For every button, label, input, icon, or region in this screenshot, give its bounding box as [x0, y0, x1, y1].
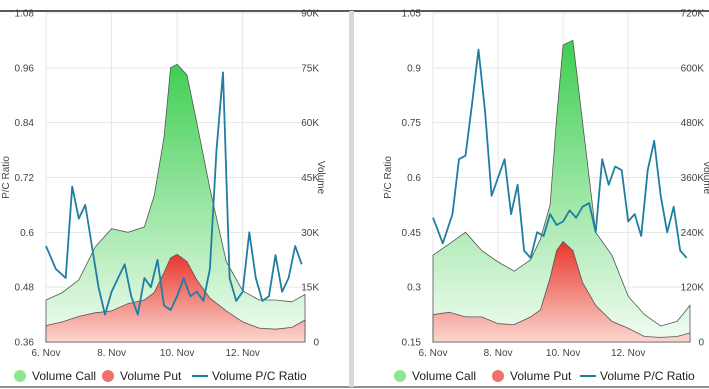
- legend-item-call[interactable]: Volume Call: [14, 369, 96, 383]
- x-tick-label: 6. Nov: [419, 348, 448, 359]
- y-left-tick-label: 0.96: [15, 63, 35, 74]
- legend-label: Volume Call: [32, 369, 96, 383]
- y-left-axis-title: P/C Ratio: [383, 156, 394, 199]
- legend-label: Volume P/C Ratio: [600, 369, 695, 383]
- legend-circle-icon: [394, 370, 406, 382]
- y-right-tick-label: 240K: [681, 228, 705, 239]
- chart-panel-right: 0.15 0 0.3 120K 0.45 240K 0.6 360K 0.75 480K 0.9 60…: [383, 9, 709, 384]
- y-right-axis-title: Volume: [701, 161, 709, 195]
- y-left-tick-label: 0.9: [407, 63, 421, 74]
- legend-item-put[interactable]: Volume Put: [102, 369, 182, 383]
- y-left-tick-label: 0.6: [407, 173, 421, 184]
- y-left-tick-label: 1.08: [15, 9, 35, 20]
- y-right-tick-label: 720K: [681, 9, 705, 20]
- y-left-axis-title: P/C Ratio: [1, 156, 12, 199]
- x-tick-label: 6. Nov: [32, 348, 61, 359]
- legend-item-put[interactable]: Volume Put: [492, 369, 572, 383]
- x-tick-label: 10. Nov: [160, 348, 194, 359]
- x-tick-label: 8. Nov: [97, 348, 126, 359]
- y-right-tick-label: 360K: [681, 173, 705, 184]
- series-area-volume-call: [432, 39, 691, 343]
- y-left-tick-label: 0.84: [15, 118, 35, 129]
- y-right-tick-label: 0: [313, 338, 319, 349]
- y-left-tick-label: 0.72: [15, 173, 35, 184]
- y-left-tick-label: 0.36: [15, 338, 35, 349]
- y-left-tick-label: 0.15: [402, 338, 422, 349]
- legend-circle-icon: [102, 370, 114, 382]
- y-right-tick-label: 480K: [681, 118, 705, 129]
- x-tick-label: 8. Nov: [484, 348, 513, 359]
- y-left-tick-label: 0.48: [15, 283, 35, 294]
- chart-panel-left: 0.36 0 0.48 15K 0.6 30K 0.72 45K 0.84 60K 0.96 75K 1…: [1, 9, 326, 384]
- legend-item-ratio[interactable]: Volume P/C Ratio: [192, 369, 307, 383]
- y-right-tick-label: 60K: [301, 118, 319, 129]
- y-left-tick-label: 0.45: [402, 228, 422, 239]
- y-left-tick-label: 0.6: [20, 228, 34, 239]
- legend-label: Volume Put: [120, 369, 182, 383]
- panel-divider: [349, 11, 354, 387]
- y-left-tick-label: 1.05: [402, 9, 422, 20]
- y-right-tick-label: 30K: [301, 228, 319, 239]
- legend-item-ratio[interactable]: Volume P/C Ratio: [580, 369, 695, 383]
- legend-item-call[interactable]: Volume Call: [394, 369, 476, 383]
- y-right-tick-label: 15K: [301, 283, 319, 294]
- y-right-axis-title: Volume: [315, 161, 326, 195]
- x-tick-label: 10. Nov: [546, 348, 580, 359]
- x-tick-label: 12. Nov: [611, 348, 645, 359]
- y-left-tick-label: 0.75: [402, 118, 422, 129]
- series-line-volume-pc-ratio: [432, 48, 688, 259]
- y-right-tick-label: 600K: [681, 63, 705, 74]
- y-right-tick-label: 120K: [681, 283, 705, 294]
- y-right-tick-label: 0: [698, 338, 704, 349]
- legend-label: Volume Put: [510, 369, 572, 383]
- y-right-tick-label: 75K: [301, 63, 319, 74]
- y-left-tick-label: 0.3: [407, 283, 421, 294]
- legend-circle-icon: [492, 370, 504, 382]
- y-right-tick-label: 90K: [301, 9, 319, 20]
- legend-label: Volume Call: [412, 369, 476, 383]
- y-right-tick-label: 45K: [301, 173, 319, 184]
- series-area-volume-put: [432, 240, 691, 343]
- x-tick-label: 12. Nov: [225, 348, 259, 359]
- series-line-volume-pc-ratio: [45, 71, 303, 316]
- legend-circle-icon: [14, 370, 26, 382]
- series-area-volume-call: [45, 63, 306, 343]
- legend-label: Volume P/C Ratio: [212, 369, 307, 383]
